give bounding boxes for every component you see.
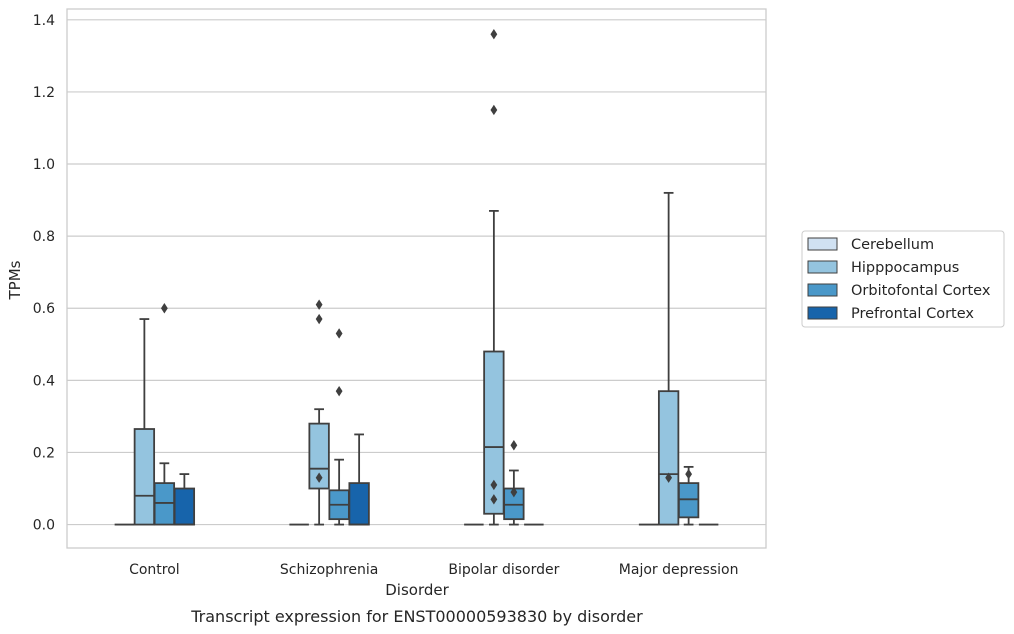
box-group xyxy=(308,299,330,526)
outlier-point xyxy=(490,479,498,491)
legend-swatch xyxy=(807,237,838,251)
chart-caption: Transcript expression for ENST0000059383… xyxy=(190,607,643,626)
y-axis-ticks: 0.0 0.2 0.4 0.6 0.8 1.0 1.2 1.4 xyxy=(33,13,55,534)
box-body xyxy=(308,422,330,490)
legend-entry: Orbitofontal Cortex xyxy=(851,283,991,299)
x-tick-label: Bipolar disorder xyxy=(448,562,559,578)
legend-swatch xyxy=(807,306,838,320)
x-tick-label: Control xyxy=(129,562,180,578)
outlier-point xyxy=(315,299,323,310)
box-body xyxy=(153,482,176,526)
box-group xyxy=(153,303,176,526)
y-axis-label: TPMs xyxy=(6,260,24,300)
x-axis-ticks: Control Schizophrenia Bipolar disorder Majo… xyxy=(129,562,738,578)
gridlines xyxy=(67,19,766,526)
box-body xyxy=(677,482,700,519)
box-plot-area xyxy=(114,29,719,526)
box-group xyxy=(173,473,196,526)
y-tick-label: 0.6 xyxy=(33,301,55,317)
box-group xyxy=(657,191,680,526)
box-group xyxy=(328,328,350,526)
legend-entry: Cerebellum xyxy=(851,237,934,253)
legend: Cerebellum Hipppocampus Orbitofontal Corte… xyxy=(801,230,1005,328)
box-body xyxy=(133,428,156,526)
y-tick-label: 0.2 xyxy=(33,445,55,461)
box-body xyxy=(483,350,505,515)
box-group xyxy=(677,465,700,526)
x-tick-label: Major depression xyxy=(619,562,739,578)
outlier-point xyxy=(490,494,498,505)
box-group xyxy=(348,433,370,526)
outlier-point xyxy=(335,385,343,397)
outlier-point xyxy=(510,440,518,451)
box-body xyxy=(657,390,680,526)
box-group xyxy=(133,318,156,526)
outlier-point xyxy=(490,29,498,40)
legend-swatch xyxy=(807,260,838,274)
box-body xyxy=(348,482,370,526)
y-tick-label: 0.8 xyxy=(33,229,55,245)
box-body xyxy=(173,487,196,526)
x-axis-label: Disorder xyxy=(385,581,449,599)
outlier-point xyxy=(510,486,518,498)
y-tick-label: 0.0 xyxy=(33,518,55,534)
box-group xyxy=(483,29,505,526)
y-tick-label: 1.0 xyxy=(33,157,55,173)
y-tick-label: 1.2 xyxy=(33,85,55,101)
y-tick-label: 0.4 xyxy=(33,373,55,389)
outlier-point xyxy=(335,328,343,339)
outlier-point xyxy=(160,303,168,314)
outlier-point xyxy=(665,472,673,483)
outlier-point xyxy=(490,104,498,116)
legend-frame xyxy=(801,230,1005,328)
plot-frame xyxy=(66,8,767,549)
x-tick-label: Schizophrenia xyxy=(280,562,378,578)
y-tick-label: 1.4 xyxy=(33,13,55,29)
box-group xyxy=(503,440,525,526)
outlier-point xyxy=(685,468,693,480)
legend-entry: Hipppocampus xyxy=(851,260,959,276)
legend-swatch xyxy=(807,283,838,297)
outlier-point xyxy=(315,472,323,483)
outlier-point xyxy=(315,313,323,325)
legend-entry: Prefrontal Cortex xyxy=(851,306,974,322)
